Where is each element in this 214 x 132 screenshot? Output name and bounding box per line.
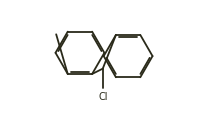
Text: Cl: Cl <box>98 92 108 102</box>
